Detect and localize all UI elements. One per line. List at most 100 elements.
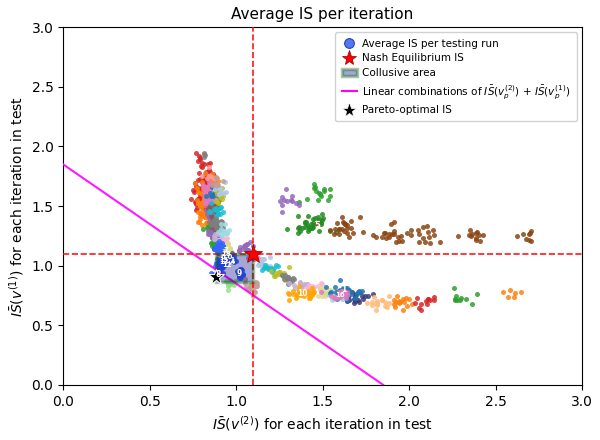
Point (338, 292, 347, 299)
Point (202, 220, 212, 227)
Point (301, 218, 310, 225)
Point (355, 289, 365, 296)
Point (389, 296, 399, 303)
Point (347, 217, 356, 224)
Point (248, 293, 258, 300)
Point (209, 197, 218, 204)
Point (209, 246, 219, 253)
Point (206, 188, 215, 195)
Point (251, 249, 260, 256)
Point (337, 287, 346, 294)
Point (387, 231, 397, 238)
Point (223, 254, 233, 261)
Point (392, 299, 401, 306)
Point (206, 221, 215, 228)
Point (211, 273, 220, 280)
Point (250, 289, 259, 296)
Point (329, 230, 339, 237)
Point (218, 244, 228, 251)
Point (215, 248, 225, 255)
Point (457, 294, 466, 301)
Point (197, 190, 207, 197)
Point (333, 287, 343, 294)
Point (307, 291, 317, 298)
Point (331, 229, 340, 236)
Point (238, 246, 247, 253)
Point (424, 234, 433, 241)
Point (212, 245, 221, 252)
Point (268, 267, 277, 274)
Point (195, 210, 205, 217)
Point (371, 307, 380, 314)
Point (299, 293, 309, 300)
Point (224, 256, 233, 263)
Point (475, 237, 485, 244)
Point (211, 259, 220, 266)
Point (316, 220, 326, 227)
Point (464, 231, 474, 238)
Point (215, 243, 224, 250)
Point (215, 236, 225, 243)
Point (346, 291, 356, 298)
Point (213, 240, 223, 247)
Point (278, 271, 287, 279)
Point (213, 265, 223, 272)
Point (295, 288, 305, 295)
Point (220, 257, 229, 264)
Point (283, 275, 293, 282)
Point (316, 279, 325, 286)
Point (452, 296, 462, 303)
Point (385, 299, 394, 306)
Point (236, 273, 245, 280)
Point (227, 250, 236, 257)
Point (227, 279, 236, 286)
Point (194, 195, 203, 202)
Point (213, 242, 223, 249)
Point (367, 298, 377, 305)
Point (316, 289, 325, 296)
Point (245, 285, 255, 292)
Point (218, 247, 228, 254)
Point (221, 254, 230, 261)
Point (208, 204, 217, 211)
Point (207, 224, 217, 231)
Point (323, 289, 332, 296)
Point (306, 220, 316, 227)
Point (406, 226, 416, 233)
Point (218, 242, 227, 249)
Point (221, 252, 230, 259)
Point (212, 261, 222, 268)
Point (377, 233, 386, 240)
Point (271, 270, 281, 277)
Point (215, 270, 225, 277)
Legend: Average IS per testing run, Nash Equilibrium IS, Collusive area, Linear combinat: Average IS per testing run, Nash Equilib… (335, 33, 577, 121)
Point (206, 240, 215, 247)
Point (214, 260, 224, 267)
Point (215, 240, 224, 247)
Point (223, 254, 232, 261)
Point (215, 210, 225, 217)
Point (422, 300, 431, 307)
Point (324, 288, 334, 295)
Point (343, 225, 352, 232)
Point (313, 282, 323, 290)
Point (217, 184, 226, 191)
Point (229, 282, 239, 289)
Point (206, 207, 216, 214)
Point (207, 176, 217, 183)
Point (250, 253, 259, 260)
Point (203, 202, 212, 209)
Point (203, 191, 213, 198)
Point (211, 230, 220, 237)
Point (273, 270, 283, 277)
Point (216, 189, 226, 196)
Point (218, 246, 227, 253)
Point (214, 235, 223, 242)
Point (218, 245, 228, 252)
Point (280, 275, 289, 282)
Point (319, 214, 328, 221)
Point (449, 285, 458, 292)
Point (201, 200, 211, 207)
Point (319, 288, 328, 295)
Point (206, 209, 215, 216)
